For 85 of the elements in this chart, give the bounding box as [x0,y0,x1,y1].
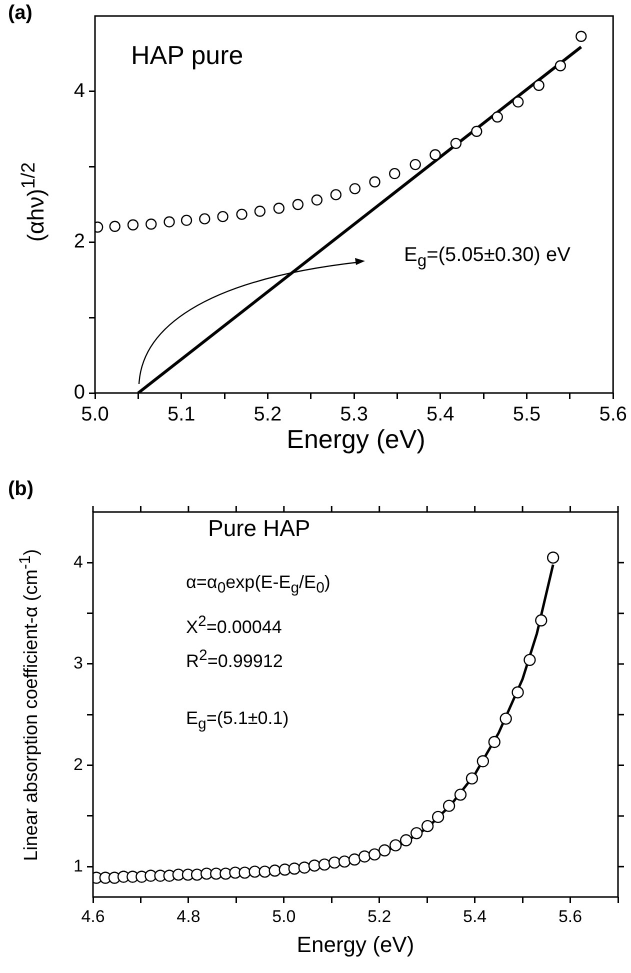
point [389,168,400,180]
y-tick-label: 0 [74,382,85,404]
point [400,834,412,846]
x-tick-label: 5.6 [599,404,628,426]
point [330,189,342,200]
point [308,859,321,872]
x-tick-label: 5.3 [340,404,368,426]
x-axis-title: Energy (eV) [286,424,426,455]
annotation: X$^{2}$=0.00044 [186,613,282,638]
point [369,176,380,188]
point [254,206,266,217]
point [348,853,361,866]
point [292,198,304,210]
point [476,755,490,768]
x-tick-label: 5.6 [558,906,582,926]
point [512,686,524,698]
x-tick-label: 5.5 [512,404,541,426]
y-tick-label: 4 [74,80,85,102]
annotation: α=α$_{0}$exp(E-E$_{g}$/E$_{0}$) [186,572,330,597]
y-tick-label: 4 [74,552,83,572]
point [358,850,371,863]
point [199,213,210,224]
point [349,183,361,194]
annotation: R$^{2}$=0.99912 [186,647,283,672]
x-tick-label: 5.0 [272,906,296,926]
x-tick-label: 5.4 [463,906,487,926]
point [430,149,441,160]
point [288,862,301,875]
point [378,844,391,856]
chart-title: (a) [8,2,32,25]
point [500,712,512,725]
point [524,654,536,666]
point [512,96,524,108]
x-tick-label: 4.6 [81,906,105,926]
point [146,218,157,230]
point [258,866,271,878]
point [236,208,248,220]
point [268,864,281,877]
chart-title: (b) [8,478,34,501]
x-tick-label: 4.8 [176,906,200,926]
annotation: HAP pure [131,40,244,71]
point [410,827,423,840]
y-tick-label: 1 [74,856,83,876]
point [535,614,548,627]
point [328,856,341,869]
point [298,862,311,874]
point [180,214,192,226]
point [127,219,139,230]
y-tick-label: 2 [74,230,85,253]
x-tick-label: 5.0 [81,404,109,426]
point [454,788,467,801]
point [421,820,434,832]
point [492,111,503,123]
y-tick-label: 2 [74,754,83,774]
x-tick-label: 5.2 [254,404,282,426]
x-tick-label: 5.4 [426,404,454,426]
point [238,866,251,879]
point [471,126,482,137]
point [442,800,456,812]
point [576,30,587,42]
annotation: E$_{g}$=(5.1±0.1) [186,708,289,733]
x-tick-label: 5.2 [368,906,392,926]
point [389,839,402,852]
point [217,210,228,222]
annotation: E$_{g}$=(5.05±0.30) eV [404,244,570,271]
point [311,194,323,206]
y-tick-label: 3 [74,654,83,673]
point [554,60,566,72]
point [488,736,500,748]
point [318,858,331,871]
point [450,138,462,150]
point [368,848,381,861]
point [432,810,444,824]
point [273,202,285,214]
point [466,772,478,785]
x-axis-title: Energy (eV) [296,932,416,958]
point [248,866,261,878]
point [410,158,421,170]
point [546,551,560,564]
annotation: Pure HAP [208,515,310,542]
point [533,80,544,91]
point [164,216,175,228]
point [109,220,120,232]
point [338,855,351,868]
x-tick-label: 5.1 [167,404,196,426]
